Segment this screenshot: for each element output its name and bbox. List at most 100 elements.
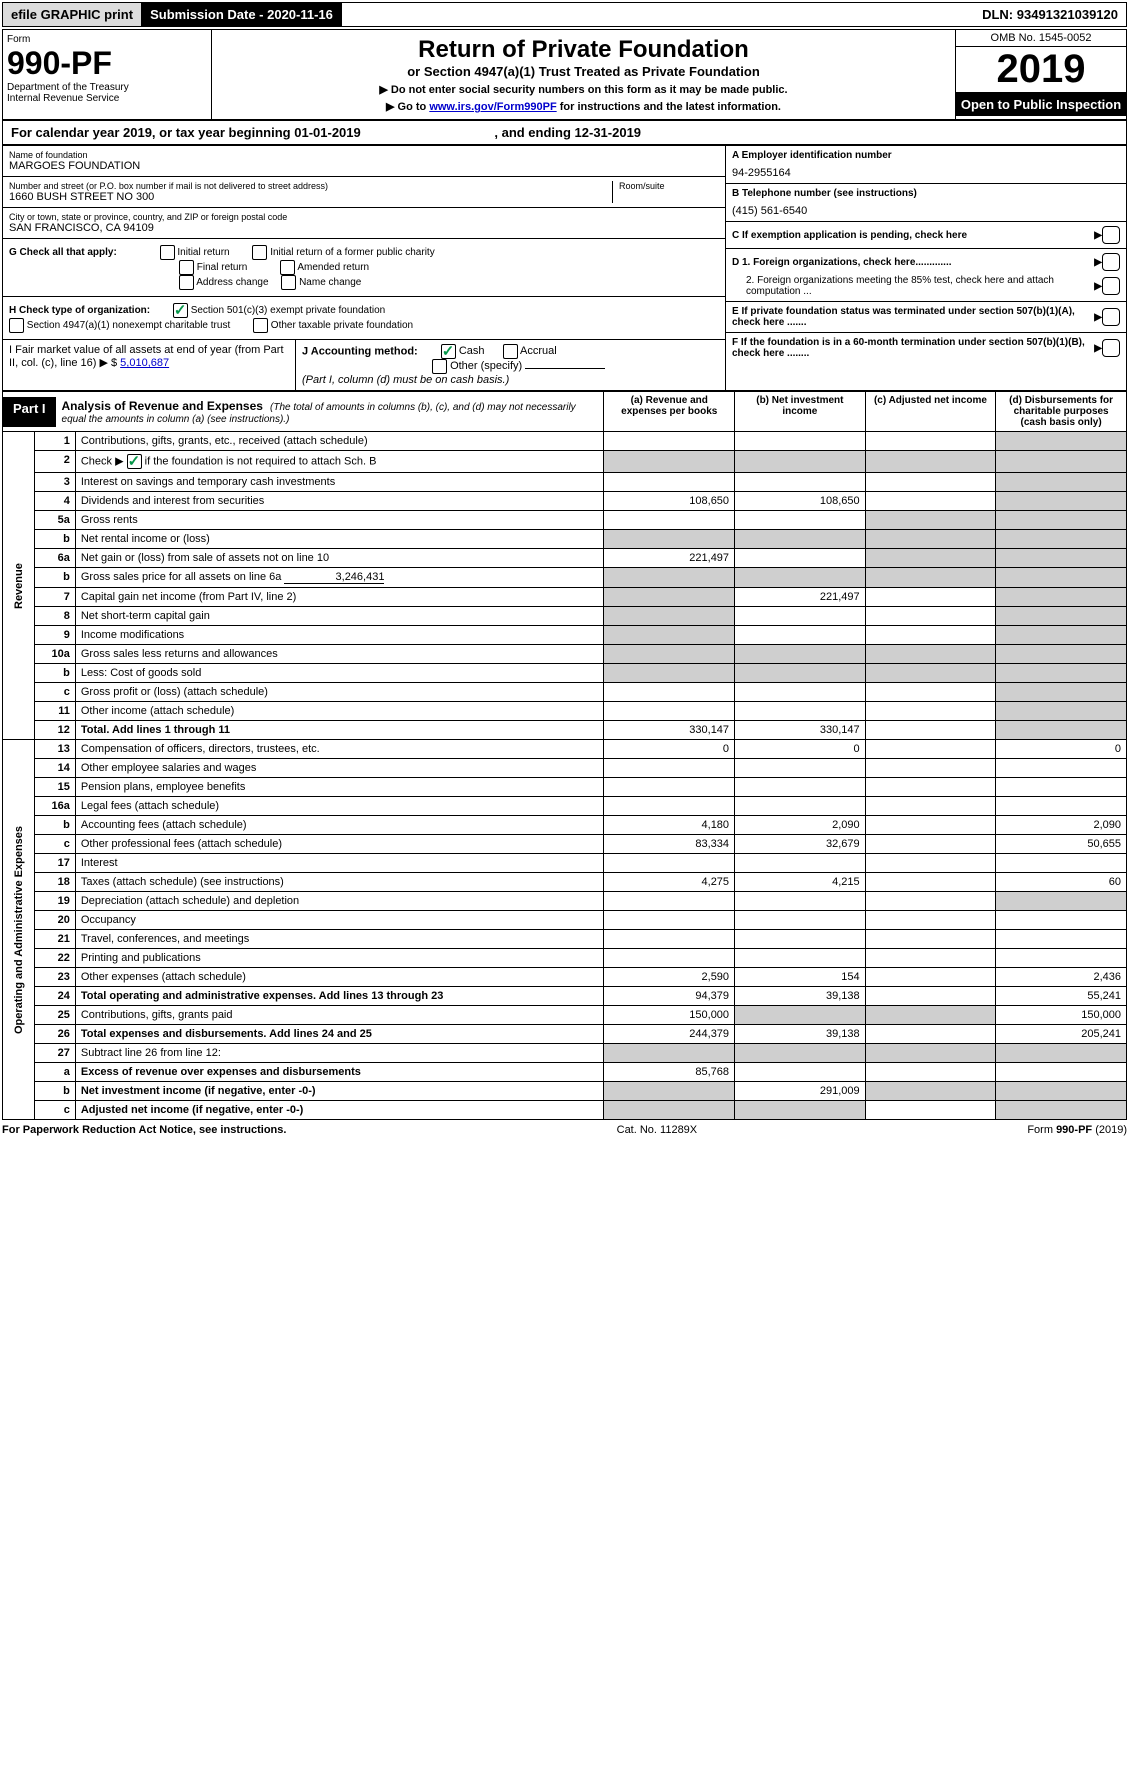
amount-cell — [865, 1044, 996, 1063]
amount-cell — [865, 588, 996, 607]
checkbox-cash[interactable] — [441, 344, 456, 359]
table-row: bNet investment income (if negative, ent… — [3, 1082, 1127, 1101]
table-row: 15Pension plans, employee benefits — [3, 778, 1127, 797]
row-label: Other income (attach schedule) — [75, 702, 604, 721]
fair-market-value[interactable]: 5,010,687 — [120, 357, 169, 369]
table-row: 22Printing and publications — [3, 949, 1127, 968]
checkbox-final-return[interactable] — [179, 260, 194, 275]
checkbox-4947[interactable] — [9, 318, 24, 333]
row-label: Contributions, gifts, grants paid — [75, 1006, 604, 1025]
table-row: bGross sales price for all assets on lin… — [3, 568, 1127, 588]
table-row: 20Occupancy — [3, 911, 1127, 930]
j-other: Other (specify) — [450, 360, 522, 372]
g-item-4: Address change — [196, 277, 268, 288]
info-right: A Employer identification number 94-2955… — [725, 146, 1126, 390]
amount-cell — [604, 854, 735, 873]
amount-cell — [735, 949, 866, 968]
amount-cell — [604, 797, 735, 816]
row-label: Check ▶ if the foundation is not require… — [75, 451, 604, 473]
checkbox-other-method[interactable] — [432, 359, 447, 374]
info-left: Name of foundation MARGOES FOUNDATION Nu… — [3, 146, 725, 390]
efile-button[interactable]: efile GRAPHIC print — [3, 3, 142, 26]
checkbox-foreign-org[interactable] — [1102, 253, 1120, 271]
g-item-3: Amended return — [297, 262, 369, 273]
table-row: aExcess of revenue over expenses and dis… — [3, 1063, 1127, 1082]
row-number: 1 — [34, 432, 75, 451]
instruction-2: ▶ Go to www.irs.gov/Form990PF for instru… — [218, 100, 949, 113]
cal-begin: 01-01-2019 — [294, 125, 361, 140]
checkbox-other-taxable[interactable] — [253, 318, 268, 333]
amount-cell — [604, 683, 735, 702]
amount-cell — [996, 451, 1127, 473]
amount-cell — [735, 530, 866, 549]
open-public-badge: Open to Public Inspection — [956, 93, 1126, 116]
phone-value: (415) 561-6540 — [732, 205, 1120, 217]
amount-cell — [996, 626, 1127, 645]
amount-cell — [604, 778, 735, 797]
amount-cell — [735, 911, 866, 930]
row-label: Capital gain net income (from Part IV, l… — [75, 588, 604, 607]
arrow-icon: ▶ — [1094, 281, 1102, 292]
checkbox-initial-return[interactable] — [160, 245, 175, 260]
section-e: E If private foundation status was termi… — [726, 302, 1126, 333]
amount-cell — [865, 721, 996, 740]
irs-link[interactable]: www.irs.gov/Form990PF — [429, 101, 556, 113]
row-number: 14 — [34, 759, 75, 778]
amount-cell — [604, 892, 735, 911]
amount-cell — [604, 759, 735, 778]
checkbox-address-change[interactable] — [179, 275, 194, 290]
amount-cell: 330,147 — [604, 721, 735, 740]
amount-cell — [865, 835, 996, 854]
checkbox-amended[interactable] — [280, 260, 295, 275]
amount-cell — [996, 432, 1127, 451]
amount-cell: 4,275 — [604, 873, 735, 892]
amount-cell: 94,379 — [604, 987, 735, 1006]
row-label: Net rental income or (loss) — [75, 530, 604, 549]
row-label: Contributions, gifts, grants, etc., rece… — [75, 432, 604, 451]
g-label: G Check all that apply: — [9, 247, 117, 258]
checkbox-501c3[interactable] — [173, 303, 188, 318]
other-specify-field[interactable] — [525, 368, 605, 369]
amount-cell: 108,650 — [735, 492, 866, 511]
submission-date: Submission Date - 2020-11-16 — [142, 3, 342, 26]
checkbox-initial-former[interactable] — [252, 245, 267, 260]
table-row: 3Interest on savings and temporary cash … — [3, 473, 1127, 492]
col-c-header: (c) Adjusted net income — [865, 392, 996, 432]
amount-cell — [604, 626, 735, 645]
amount-cell — [865, 1025, 996, 1044]
amount-cell: 330,147 — [735, 721, 866, 740]
row-number: b — [34, 530, 75, 549]
table-row: 27Subtract line 26 from line 12: — [3, 1044, 1127, 1063]
row-label: Accounting fees (attach schedule) — [75, 816, 604, 835]
checkbox-sch-b[interactable] — [127, 454, 142, 469]
row-label: Less: Cost of goods sold — [75, 664, 604, 683]
d2-label: 2. Foreign organizations meeting the 85%… — [732, 275, 1094, 297]
row-label: Other expenses (attach schedule) — [75, 968, 604, 987]
amount-cell — [996, 854, 1127, 873]
row-label: Income modifications — [75, 626, 604, 645]
checkbox-60-month[interactable] — [1102, 339, 1120, 357]
page-subtitle: or Section 4947(a)(1) Trust Treated as P… — [218, 64, 949, 79]
amount-cell — [865, 645, 996, 664]
amount-cell: 150,000 — [604, 1006, 735, 1025]
table-row: 18Taxes (attach schedule) (see instructi… — [3, 873, 1127, 892]
table-row: 11Other income (attach schedule) — [3, 702, 1127, 721]
checkbox-name-change[interactable] — [281, 275, 296, 290]
checkbox-exemption-pending[interactable] — [1102, 226, 1120, 244]
amount-cell — [735, 664, 866, 683]
checkbox-accrual[interactable] — [503, 344, 518, 359]
amount-cell — [604, 432, 735, 451]
g-item-1: Initial return of a former public charit… — [270, 247, 435, 258]
amount-cell — [735, 1044, 866, 1063]
ein-cell: A Employer identification number 94-2955… — [726, 146, 1126, 184]
foundation-name-cell: Name of foundation MARGOES FOUNDATION — [3, 146, 725, 177]
amount-cell: 221,497 — [604, 549, 735, 568]
amount-cell: 60 — [996, 873, 1127, 892]
table-row: 21Travel, conferences, and meetings — [3, 930, 1127, 949]
amount-cell — [865, 626, 996, 645]
checkbox-85-test[interactable] — [1102, 277, 1120, 295]
amount-cell — [865, 473, 996, 492]
checkbox-status-terminated[interactable] — [1102, 308, 1120, 326]
table-row: bNet rental income or (loss) — [3, 530, 1127, 549]
amount-cell — [865, 492, 996, 511]
